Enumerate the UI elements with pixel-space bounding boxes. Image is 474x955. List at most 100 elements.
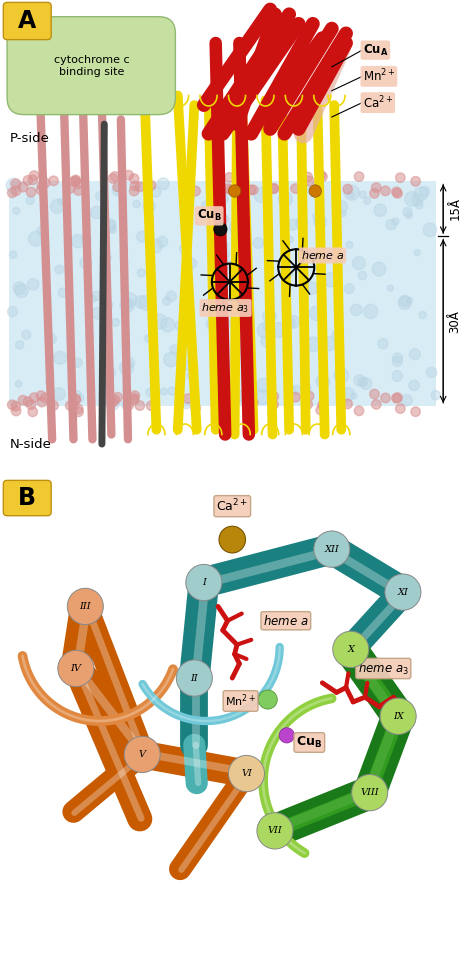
Circle shape (120, 298, 135, 312)
Circle shape (90, 295, 96, 303)
Circle shape (214, 223, 227, 236)
Circle shape (101, 273, 109, 281)
Circle shape (269, 183, 278, 193)
Circle shape (392, 218, 399, 224)
Circle shape (364, 197, 371, 204)
Text: $\mathbf{Cu_B}$: $\mathbf{Cu_B}$ (296, 735, 322, 750)
Circle shape (149, 239, 163, 253)
Circle shape (143, 201, 155, 212)
Circle shape (124, 170, 133, 180)
Circle shape (191, 403, 201, 413)
Circle shape (286, 386, 295, 395)
Text: $\mathrm{Mn^{2+}}$: $\mathrm{Mn^{2+}}$ (363, 68, 395, 85)
Text: B: B (18, 486, 36, 510)
Circle shape (182, 360, 193, 371)
Circle shape (313, 180, 324, 192)
Circle shape (73, 180, 83, 189)
Circle shape (431, 391, 440, 400)
Circle shape (358, 377, 367, 387)
Circle shape (236, 336, 249, 349)
Circle shape (23, 176, 33, 185)
Circle shape (103, 394, 112, 404)
Circle shape (129, 174, 139, 183)
Circle shape (123, 300, 132, 308)
Text: heme $a_3$: heme $a_3$ (201, 301, 250, 315)
Circle shape (130, 181, 140, 191)
Circle shape (74, 407, 83, 416)
Circle shape (124, 357, 135, 368)
Circle shape (16, 341, 24, 350)
Circle shape (157, 236, 168, 247)
Circle shape (201, 202, 208, 208)
Circle shape (151, 187, 161, 198)
Circle shape (351, 393, 357, 399)
Circle shape (9, 251, 17, 258)
Circle shape (175, 321, 185, 330)
Circle shape (336, 201, 347, 213)
Circle shape (248, 185, 258, 195)
Circle shape (92, 308, 104, 319)
Circle shape (29, 171, 39, 180)
Circle shape (37, 397, 47, 407)
Circle shape (73, 404, 83, 414)
Circle shape (28, 231, 43, 246)
Circle shape (71, 175, 81, 184)
Circle shape (253, 238, 264, 248)
Circle shape (354, 374, 365, 386)
Text: $\mathbf{Cu_B}$: $\mathbf{Cu_B}$ (197, 208, 221, 223)
Circle shape (229, 220, 244, 235)
Circle shape (427, 367, 437, 377)
Circle shape (206, 317, 220, 330)
Circle shape (370, 390, 379, 399)
Circle shape (208, 214, 214, 221)
Text: $\mathrm{Ca^{2+}}$: $\mathrm{Ca^{2+}}$ (216, 498, 248, 515)
Circle shape (263, 322, 272, 331)
Circle shape (228, 185, 241, 198)
Text: heme $a_3$: heme $a_3$ (358, 661, 409, 676)
Circle shape (212, 371, 221, 380)
Circle shape (71, 394, 81, 404)
Circle shape (135, 295, 147, 308)
Circle shape (13, 207, 20, 214)
Circle shape (27, 400, 36, 410)
Circle shape (396, 404, 405, 414)
Circle shape (372, 399, 381, 409)
Circle shape (58, 199, 64, 204)
Circle shape (233, 199, 246, 213)
Circle shape (15, 285, 28, 298)
Text: heme $a$: heme $a$ (263, 614, 309, 627)
Circle shape (370, 188, 379, 198)
Circle shape (318, 400, 327, 410)
Circle shape (191, 186, 201, 196)
Circle shape (168, 387, 176, 395)
Circle shape (22, 330, 31, 339)
Circle shape (392, 371, 402, 381)
Circle shape (27, 279, 39, 290)
Circle shape (405, 212, 412, 219)
Circle shape (186, 564, 222, 601)
Circle shape (246, 393, 255, 402)
Circle shape (407, 298, 412, 304)
Circle shape (110, 172, 119, 181)
Circle shape (393, 188, 402, 198)
Circle shape (11, 406, 21, 415)
Circle shape (183, 180, 193, 189)
Text: $\mathrm{Ca^{2+}}$: $\mathrm{Ca^{2+}}$ (363, 95, 393, 111)
Circle shape (306, 282, 318, 294)
Circle shape (144, 335, 152, 342)
Circle shape (287, 236, 293, 243)
Circle shape (304, 176, 314, 185)
Circle shape (313, 213, 320, 220)
Circle shape (254, 187, 269, 202)
Circle shape (244, 255, 251, 262)
Circle shape (183, 402, 190, 409)
Circle shape (203, 303, 210, 309)
Circle shape (82, 235, 91, 244)
Circle shape (229, 318, 239, 329)
Circle shape (219, 241, 228, 250)
Circle shape (69, 400, 79, 410)
Circle shape (392, 356, 402, 367)
Circle shape (291, 183, 300, 193)
Circle shape (304, 392, 314, 401)
Circle shape (278, 192, 292, 206)
